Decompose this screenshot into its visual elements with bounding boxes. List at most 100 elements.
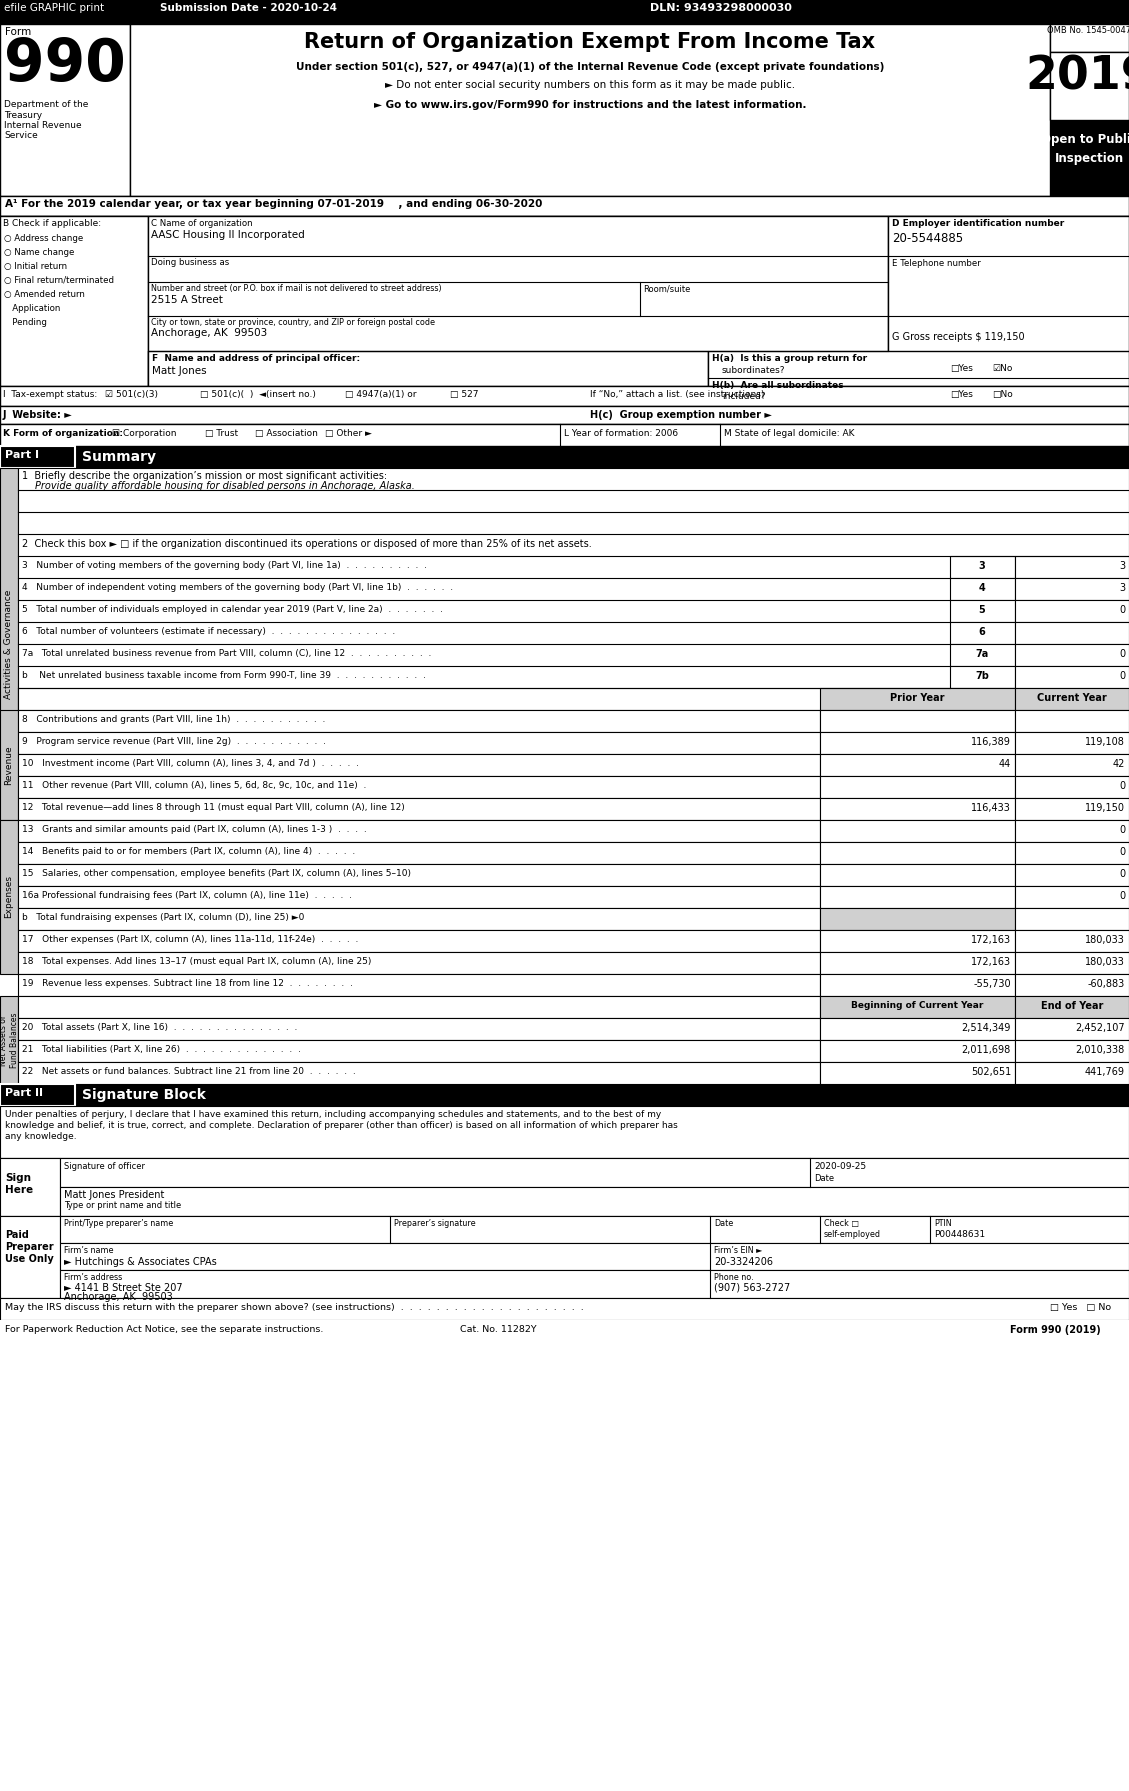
Text: 7a: 7a: [975, 648, 989, 659]
Bar: [820, 930, 1015, 953]
Text: (907) 563-2727: (907) 563-2727: [714, 1282, 790, 1293]
Bar: [1015, 709, 1129, 733]
Text: 0: 0: [1119, 781, 1124, 792]
Text: 16a Professional fundraising fees (Part IX, column (A), line 11e)  .  .  .  .  .: 16a Professional fundraising fees (Part …: [21, 890, 352, 901]
Bar: [148, 217, 889, 387]
Text: Department of the: Department of the: [5, 100, 88, 109]
Text: 0: 0: [1119, 847, 1124, 858]
Text: Under section 501(c), 527, or 4947(a)(1) of the Internal Revenue Code (except pr: Under section 501(c), 527, or 4947(a)(1)…: [296, 63, 884, 72]
Bar: [820, 820, 1015, 842]
Text: □ 501(c)(  )  ◄(insert no.): □ 501(c)( ) ◄(insert no.): [200, 390, 316, 399]
Text: ► Hutchings & Associates CPAs: ► Hutchings & Associates CPAs: [64, 1257, 217, 1266]
Bar: [1015, 953, 1129, 974]
Text: Pending: Pending: [5, 319, 47, 328]
Bar: [18, 953, 820, 974]
Bar: [0, 1084, 75, 1107]
Bar: [18, 974, 820, 996]
Bar: [1015, 799, 1129, 820]
Bar: [18, 754, 820, 776]
Bar: [18, 1017, 820, 1041]
Bar: [1015, 1062, 1129, 1084]
Text: 990: 990: [5, 36, 125, 93]
Text: 21   Total liabilities (Part X, line 26)  .  .  .  .  .  .  .  .  .  .  .  .  . : 21 Total liabilities (Part X, line 26) .…: [21, 1044, 300, 1053]
Text: 2019: 2019: [1025, 54, 1129, 99]
Text: ► Go to www.irs.gov/Form990 for instructions and the latest information.: ► Go to www.irs.gov/Form990 for instruct…: [374, 100, 806, 109]
Bar: [0, 217, 1129, 387]
Bar: [1015, 666, 1129, 688]
Text: 15   Salaries, other compensation, employee benefits (Part IX, column (A), lines: 15 Salaries, other compensation, employe…: [21, 869, 411, 878]
Text: Phone no.: Phone no.: [714, 1273, 754, 1282]
Text: □ Association: □ Association: [255, 430, 318, 439]
Bar: [1015, 600, 1129, 621]
Text: 119,150: 119,150: [1085, 802, 1124, 813]
Bar: [18, 842, 820, 863]
Text: Date: Date: [814, 1173, 834, 1184]
Text: 0: 0: [1119, 890, 1124, 901]
Text: H(b)  Are all subordinates: H(b) Are all subordinates: [712, 381, 843, 390]
Bar: [0, 1216, 60, 1298]
Bar: [0, 387, 1129, 407]
Text: Part II: Part II: [5, 1087, 43, 1098]
Text: K Form of organization:: K Form of organization:: [3, 430, 123, 439]
Text: -55,730: -55,730: [973, 980, 1010, 989]
Bar: [949, 578, 1015, 600]
Text: Beginning of Current Year: Beginning of Current Year: [851, 1001, 983, 1010]
Text: 441,769: 441,769: [1085, 1067, 1124, 1076]
Bar: [0, 1298, 1129, 1320]
Text: Form 990 (2019): Form 990 (2019): [1010, 1325, 1101, 1334]
Text: 6: 6: [979, 627, 986, 638]
Bar: [889, 217, 1129, 387]
Text: 13   Grants and similar amounts paid (Part IX, column (A), lines 1-3 )  .  .  . : 13 Grants and similar amounts paid (Part…: [21, 826, 367, 835]
Bar: [820, 996, 1015, 1017]
Text: 3: 3: [1119, 561, 1124, 571]
Text: Prior Year: Prior Year: [890, 693, 944, 704]
Bar: [708, 351, 1129, 387]
Bar: [18, 820, 820, 842]
Bar: [1050, 120, 1129, 195]
Text: Return of Organization Exempt From Income Tax: Return of Organization Exempt From Incom…: [305, 32, 876, 52]
Text: 8   Contributions and grants (Part VIII, line 1h)  .  .  .  .  .  .  .  .  .  . : 8 Contributions and grants (Part VIII, l…: [21, 715, 325, 724]
Text: □ 4947(a)(1) or: □ 4947(a)(1) or: [345, 390, 417, 399]
Bar: [1015, 1017, 1129, 1041]
Text: F  Name and address of principal officer:: F Name and address of principal officer:: [152, 355, 360, 364]
Text: 180,033: 180,033: [1085, 935, 1124, 946]
Text: Activities & Governance: Activities & Governance: [5, 589, 14, 698]
Text: Service: Service: [5, 131, 37, 140]
Text: 4: 4: [979, 584, 986, 593]
Text: 5: 5: [979, 605, 986, 614]
Text: □Yes: □Yes: [949, 364, 973, 373]
Bar: [0, 1216, 1129, 1298]
Bar: [0, 1084, 1129, 1107]
Text: 7b: 7b: [975, 672, 989, 681]
Text: 4   Number of independent voting members of the governing body (Part VI, line 1b: 4 Number of independent voting members o…: [21, 584, 453, 593]
Text: 3: 3: [979, 561, 986, 571]
Bar: [0, 996, 18, 1084]
Bar: [148, 351, 708, 387]
Bar: [1015, 908, 1129, 930]
Text: 0: 0: [1119, 672, 1124, 681]
Bar: [1015, 820, 1129, 842]
Text: 2515 A Street: 2515 A Street: [151, 296, 222, 304]
Text: included?: included?: [723, 392, 765, 401]
Text: 2,010,338: 2,010,338: [1076, 1044, 1124, 1055]
Bar: [820, 887, 1015, 908]
Bar: [820, 1062, 1015, 1084]
Text: -60,883: -60,883: [1087, 980, 1124, 989]
Bar: [949, 666, 1015, 688]
Text: City or town, state or province, country, and ZIP or foreign postal code: City or town, state or province, country…: [151, 319, 435, 328]
Bar: [0, 446, 75, 467]
Text: 20-3324206: 20-3324206: [714, 1257, 773, 1266]
Text: ○ Final return/terminated: ○ Final return/terminated: [5, 276, 114, 285]
Text: Signature Block: Signature Block: [82, 1087, 205, 1101]
Text: ☑ Corporation: ☑ Corporation: [112, 430, 176, 439]
Bar: [949, 555, 1015, 578]
Text: 19   Revenue less expenses. Subtract line 18 from line 12  .  .  .  .  .  .  .  : 19 Revenue less expenses. Subtract line …: [21, 980, 353, 989]
Text: any knowledge.: any knowledge.: [5, 1132, 77, 1141]
Text: 12   Total revenue—add lines 8 through 11 (must equal Part VIII, column (A), lin: 12 Total revenue—add lines 8 through 11 …: [21, 802, 405, 811]
Text: G Gross receipts $ 119,150: G Gross receipts $ 119,150: [892, 331, 1025, 342]
Text: Revenue: Revenue: [5, 745, 14, 784]
Text: 14   Benefits paid to or for members (Part IX, column (A), line 4)  .  .  .  .  : 14 Benefits paid to or for members (Part…: [21, 847, 356, 856]
Bar: [1015, 974, 1129, 996]
Text: 2,514,349: 2,514,349: [962, 1023, 1010, 1033]
Text: Summary: Summary: [82, 450, 156, 464]
